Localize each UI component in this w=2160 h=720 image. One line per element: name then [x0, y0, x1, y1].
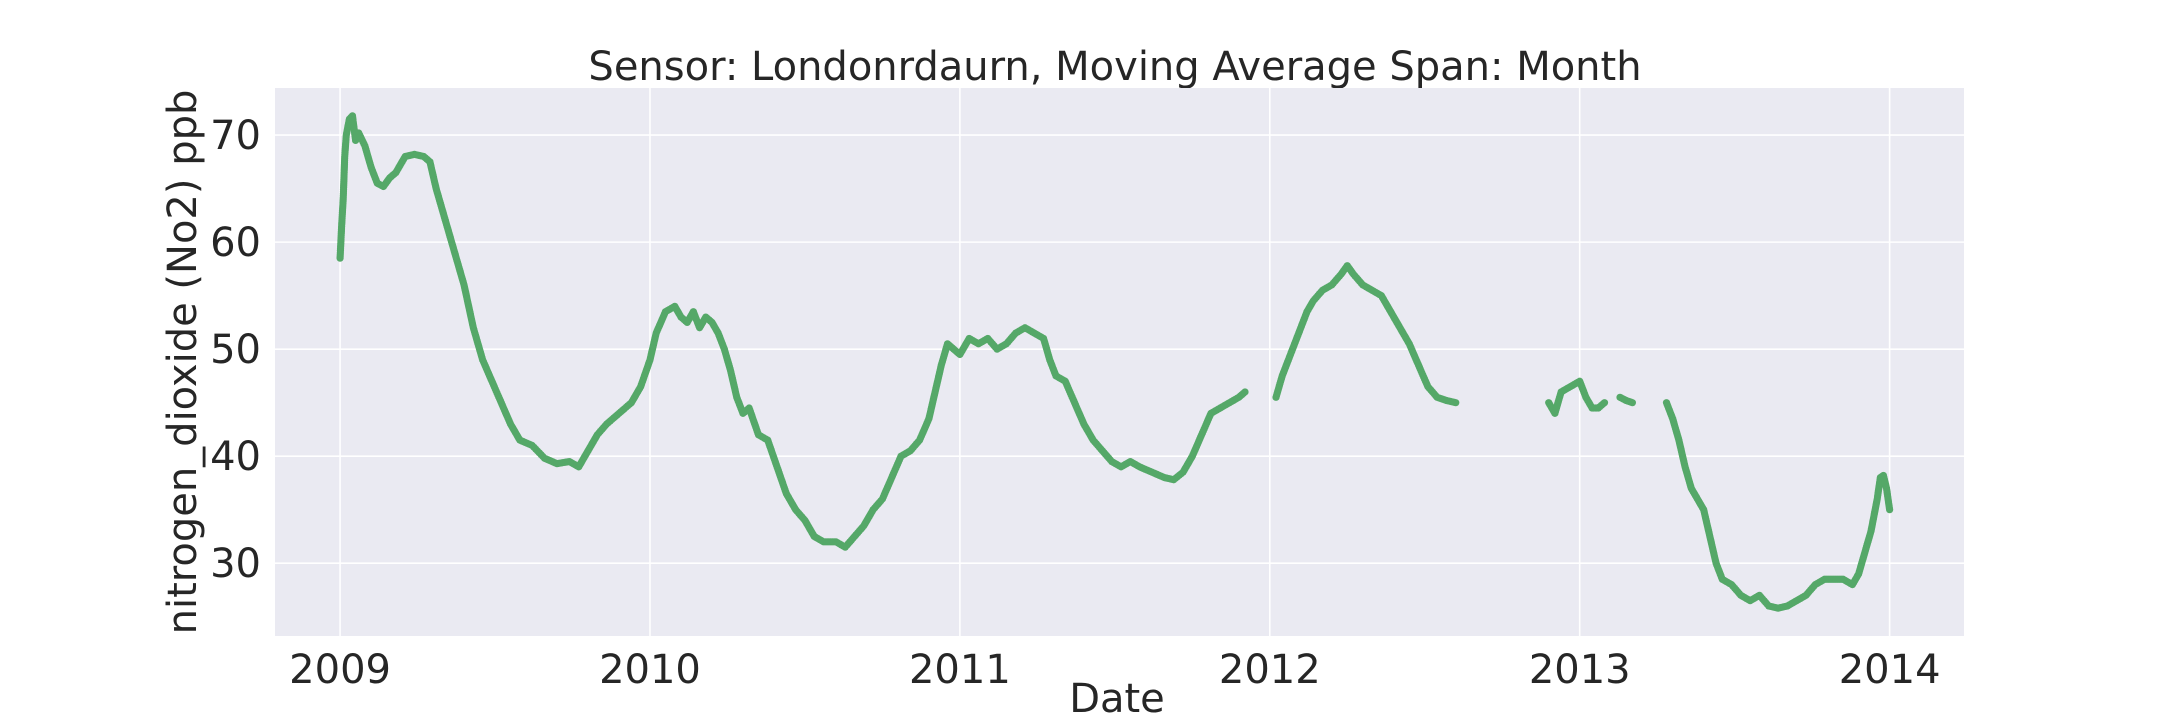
x-tick-label: 2011: [909, 647, 1011, 693]
data-point: [1886, 506, 1894, 514]
y-tick-label: 40: [210, 434, 261, 480]
plot-area: [275, 88, 1964, 636]
y-tick-label: 30: [210, 541, 261, 587]
data-series: [336, 112, 1894, 612]
x-axis: 2009 2010 2011 2012 2013 2014: [289, 647, 1940, 693]
x-tick-label: 2013: [1529, 647, 1631, 693]
y-tick-label: 50: [210, 327, 261, 373]
y-axis-label: nitrogen_dioxide (No2) ppb: [160, 90, 206, 635]
data-point: [1628, 399, 1636, 407]
data-point: [1600, 399, 1609, 407]
y-tick-label: 60: [210, 220, 261, 266]
data-point: [1452, 399, 1460, 407]
chart-title: Sensor: Londonrdaurn, Moving Average Spa…: [588, 44, 1641, 90]
x-tick-label: 2010: [599, 647, 701, 693]
data-point: [1241, 388, 1249, 396]
x-tick-label: 2014: [1839, 647, 1941, 693]
x-axis-label: Date: [1069, 676, 1165, 720]
x-tick-label: 2009: [289, 647, 391, 693]
y-axis: 30 40 50 60 70: [210, 113, 261, 587]
x-tick-label: 2012: [1219, 647, 1321, 693]
grid-lines: [275, 88, 1964, 636]
y-tick-label: 70: [210, 113, 261, 159]
